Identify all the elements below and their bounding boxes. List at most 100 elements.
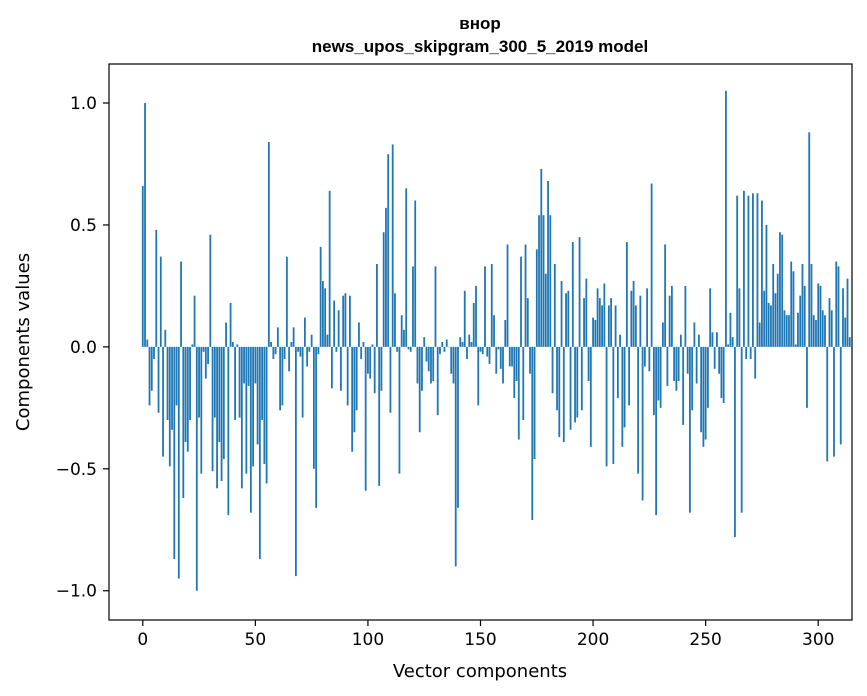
bar-117 <box>405 188 408 347</box>
bar-25 <box>198 346 200 418</box>
bar-6 <box>155 229 158 347</box>
bar-124 <box>421 346 423 391</box>
bar-51 <box>256 346 259 445</box>
bar-180 <box>547 181 549 347</box>
bar-86 <box>335 346 338 352</box>
bar-200 <box>592 317 594 347</box>
bar-245 <box>693 322 696 347</box>
bar-223 <box>643 346 646 367</box>
bar-26 <box>200 346 203 474</box>
bar-78 <box>317 346 320 355</box>
bar-271 <box>752 193 754 347</box>
bar-34 <box>218 346 221 442</box>
bar-258 <box>722 346 725 403</box>
bar-18 <box>182 346 185 499</box>
bar-274 <box>758 322 761 347</box>
bar-87 <box>337 310 340 347</box>
bar-230 <box>659 346 662 408</box>
bar-141 <box>459 337 462 347</box>
bar-191 <box>571 242 574 347</box>
bar-261 <box>729 312 732 347</box>
bar-92 <box>349 295 351 347</box>
bar-229 <box>657 346 660 401</box>
bar-209 <box>612 346 615 464</box>
bar-254 <box>713 346 716 369</box>
bar-198 <box>587 346 590 382</box>
bar-281 <box>774 293 777 347</box>
bar-203 <box>598 298 601 347</box>
bar-292 <box>799 295 802 347</box>
y-axis-ticks: 1.0 0.5 0.0 −0.5 −1.0 <box>56 94 109 602</box>
bar-182 <box>551 346 554 394</box>
bar-76 <box>312 346 315 469</box>
chart-title: внор <box>459 14 501 33</box>
bar-175 <box>535 249 538 347</box>
bars-group <box>141 90 851 591</box>
bar-306 <box>830 310 833 347</box>
bar-282 <box>776 273 779 347</box>
bar-219 <box>634 305 637 347</box>
plot-frame <box>108 63 853 621</box>
bar-19 <box>184 346 187 442</box>
bar-100 <box>367 346 369 374</box>
bar-135 <box>445 339 448 347</box>
bar-30 <box>209 234 212 347</box>
y-tick-label: −0.5 <box>56 460 97 480</box>
bar-169 <box>522 346 525 421</box>
bar-242 <box>686 346 689 374</box>
y-tick-label: −1.0 <box>56 582 97 602</box>
bar-163 <box>508 346 511 367</box>
bar-236 <box>673 346 676 382</box>
bar-75 <box>310 334 313 347</box>
bar-303 <box>824 315 826 347</box>
bar-184 <box>556 346 558 411</box>
bar-165 <box>513 346 516 399</box>
bar-164 <box>511 346 513 367</box>
bar-57 <box>270 342 273 347</box>
bar-257 <box>720 346 723 399</box>
bar-32 <box>213 346 216 418</box>
bar-60 <box>276 327 279 347</box>
bar-197 <box>585 278 588 347</box>
bar-186 <box>560 281 563 347</box>
x-tick-label: 200 <box>577 630 609 650</box>
bar-233 <box>666 346 669 386</box>
bar-52 <box>258 346 261 560</box>
bar-262 <box>731 337 734 347</box>
bar-213 <box>621 346 624 447</box>
x-tick-label: 300 <box>802 630 834 650</box>
bar-276 <box>763 290 766 347</box>
bar-279 <box>770 305 772 347</box>
bar-65 <box>288 346 291 372</box>
bar-256 <box>718 346 721 374</box>
bar-149 <box>477 346 480 406</box>
bar-226 <box>650 183 653 347</box>
bar-0 <box>141 185 144 347</box>
y-axis-label: Components values <box>13 253 34 431</box>
bar-241 <box>684 285 687 347</box>
bar-17 <box>180 261 182 347</box>
bar-249 <box>702 346 705 447</box>
bar-4 <box>150 346 153 391</box>
bar-148 <box>475 285 477 347</box>
bar-125 <box>423 337 426 347</box>
bar-159 <box>499 346 502 369</box>
bar-268 <box>745 346 748 360</box>
bar-21 <box>189 346 191 421</box>
bar-101 <box>369 346 372 379</box>
bar-143 <box>463 290 466 347</box>
bar-296 <box>808 132 811 347</box>
bar-130 <box>434 266 437 347</box>
bar-313 <box>846 278 849 347</box>
bar-272 <box>754 346 757 379</box>
x-tick-label: 250 <box>689 630 721 650</box>
bar-294 <box>803 285 806 347</box>
bar-45 <box>243 346 245 384</box>
bar-58 <box>272 346 275 360</box>
bar-96 <box>358 322 360 347</box>
bar-204 <box>601 305 603 347</box>
bar-83 <box>328 190 331 347</box>
bar-174 <box>533 346 536 460</box>
bar-13 <box>171 346 173 430</box>
x-axis-label: Vector components <box>393 661 567 682</box>
